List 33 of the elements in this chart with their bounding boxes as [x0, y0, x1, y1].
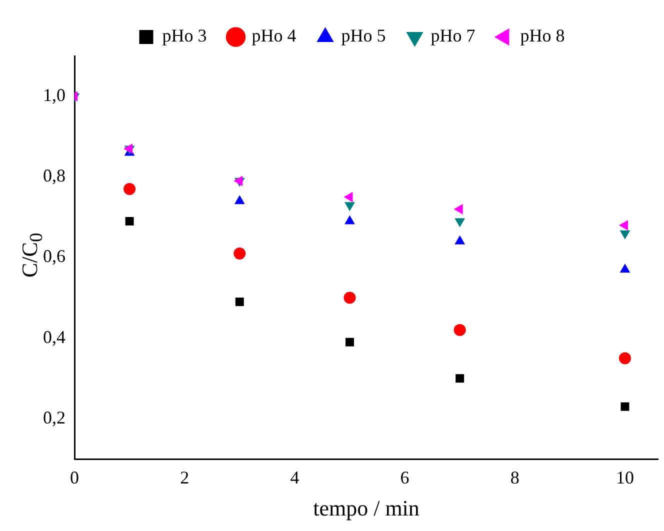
point — [618, 352, 631, 364]
y-tick-label: 0,8 — [43, 166, 66, 186]
y-tick-label: 1,0 — [43, 85, 66, 106]
point — [454, 204, 463, 214]
legend-label: pHo 3 — [162, 26, 207, 46]
point — [125, 216, 134, 226]
legend-label: pHo 7 — [430, 26, 476, 46]
point — [454, 235, 466, 244]
point — [620, 264, 630, 273]
point — [454, 324, 466, 336]
legend-label: pHo 4 — [252, 26, 296, 46]
x-tick-label: 10 — [616, 468, 634, 488]
x-tick-label: 4 — [290, 468, 300, 488]
point — [620, 402, 630, 411]
point — [344, 215, 355, 224]
point — [124, 182, 136, 195]
point — [344, 192, 353, 202]
point — [345, 338, 354, 346]
legend-label: pHo 8 — [520, 26, 565, 46]
point — [344, 292, 356, 304]
point — [456, 374, 464, 383]
legend-label: pHo 5 — [341, 26, 386, 46]
point — [124, 143, 133, 154]
x-tick-label: 8 — [510, 468, 520, 488]
x-tick-label: 6 — [400, 468, 410, 488]
x-tick-label: 0 — [70, 468, 79, 488]
point — [235, 298, 244, 306]
x-axis-title: tempo / min — [313, 496, 420, 521]
point — [234, 247, 246, 260]
x-tick-label: 2 — [180, 468, 190, 488]
y-tick-label: 0,2 — [43, 407, 66, 428]
y-tick-label: 0,4 — [43, 326, 66, 347]
point — [234, 195, 245, 204]
